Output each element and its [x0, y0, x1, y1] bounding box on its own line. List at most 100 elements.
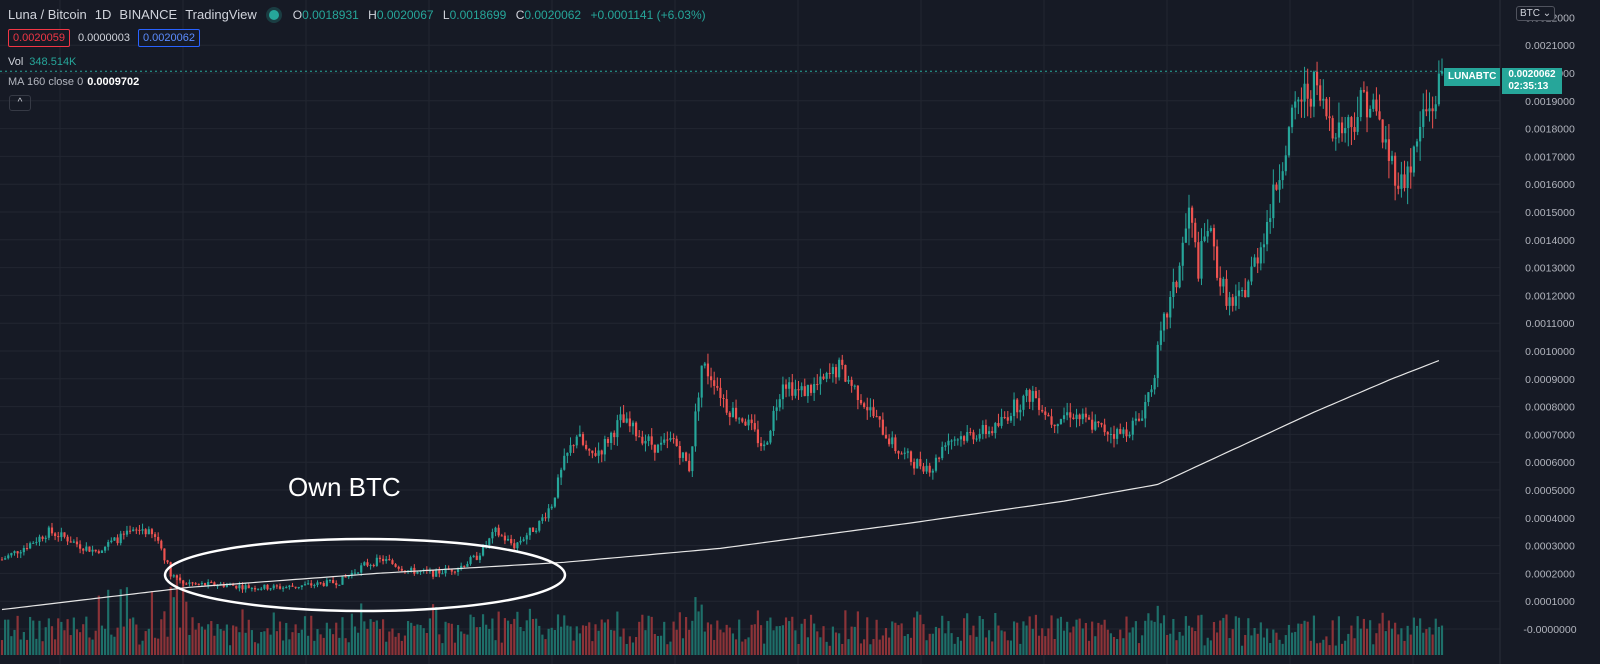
candle-body: [16, 551, 19, 554]
candle-body: [138, 529, 141, 531]
volume-bar: [191, 617, 194, 655]
candle-body: [335, 583, 338, 586]
candle-body: [1119, 429, 1122, 434]
candle-body: [628, 418, 631, 427]
volume-bar: [1031, 628, 1034, 655]
volume-bar: [844, 610, 847, 655]
volume-bar: [328, 628, 332, 655]
volume-bar: [819, 637, 822, 655]
currency-selector-button[interactable]: BTC ⌄: [1516, 6, 1556, 21]
volume-bar: [347, 642, 350, 655]
volume-bar: [260, 631, 263, 655]
ma-label: MA 160 close 0: [8, 76, 84, 88]
candle-body: [553, 497, 556, 507]
candle-body: [1131, 420, 1134, 435]
candle-body: [225, 584, 228, 587]
volume-bar: [1234, 616, 1237, 655]
candle-body: [1290, 107, 1294, 128]
candle-body: [1097, 421, 1100, 424]
chart-grid: [0, 0, 1500, 664]
volume-bar: [166, 636, 169, 655]
volume-bar: [606, 619, 610, 655]
volume-bar: [1066, 621, 1069, 655]
candle-body: [538, 520, 541, 531]
volume-bar: [475, 627, 478, 655]
candle-body: [428, 570, 432, 572]
symbol-name[interactable]: Luna / Bitcoin: [8, 7, 87, 22]
candle-body: [1144, 401, 1147, 419]
volume-bar: [4, 619, 7, 655]
volume-bar: [344, 638, 347, 655]
candle-body: [675, 438, 678, 447]
volume-bar: [66, 619, 69, 655]
volume-bar: [391, 628, 394, 655]
candle-body: [747, 419, 750, 426]
volume-legend[interactable]: Vol 348.514K: [8, 56, 76, 68]
volume-bar: [22, 632, 25, 655]
volume-bar: [1222, 617, 1225, 655]
volume-bar: [1253, 628, 1256, 655]
change-value: +0.0001141 (+6.03%): [590, 7, 706, 22]
volume-bar: [466, 634, 469, 655]
volume-bar: [107, 589, 110, 655]
volume-bar: [972, 625, 975, 655]
candle-body: [897, 451, 900, 454]
volume-bar: [959, 640, 963, 655]
volume-bar: [250, 630, 253, 655]
volume-bar: [1003, 631, 1006, 655]
candle-body: [453, 571, 457, 573]
price-axis-tick: 0.0010000: [1525, 346, 1575, 358]
candle-body: [1387, 139, 1390, 161]
sell-price-button[interactable]: 0.0020059: [8, 29, 70, 47]
volume-bar: [981, 619, 984, 655]
candle-body: [338, 584, 341, 586]
volume-bar: [47, 618, 50, 655]
volume-bar: [1050, 615, 1053, 655]
candle-body: [388, 559, 391, 561]
candle-body: [1281, 171, 1284, 181]
volume-bar: [406, 621, 410, 655]
interval-label[interactable]: 1D: [94, 7, 112, 22]
candle-body: [1244, 290, 1247, 298]
volume-bar: [413, 625, 416, 655]
candle-body: [169, 562, 172, 577]
volume-bar: [875, 619, 878, 655]
volume-bar: [1315, 643, 1319, 655]
volume-bar: [491, 618, 494, 655]
candle-body: [850, 379, 853, 386]
volume-bar: [222, 630, 225, 655]
volume-bar: [1262, 637, 1266, 655]
volume-bar: [653, 633, 656, 655]
volume-bar: [50, 626, 54, 655]
candle-body: [1319, 85, 1322, 101]
buy-price-button[interactable]: 0.0020062: [138, 29, 200, 47]
collapse-legend-button[interactable]: ^: [9, 95, 31, 111]
candle-body: [88, 546, 91, 552]
candle-body: [122, 533, 125, 535]
candle-body: [1112, 434, 1116, 439]
volume-bar: [185, 601, 188, 655]
candle-body: [347, 575, 350, 578]
candle-body: [241, 585, 244, 590]
price-axis-tick: 0.0005000: [1525, 485, 1575, 497]
candle-body: [516, 542, 519, 549]
candle-body: [869, 407, 872, 411]
candle-body: [207, 581, 210, 586]
candle-body: [697, 397, 700, 412]
candle-body: [1203, 236, 1206, 241]
candle-body: [360, 565, 363, 573]
volume-bar: [1097, 622, 1100, 655]
volume-bar: [232, 625, 235, 655]
ma-legend[interactable]: MA 160 close 0 0.0009702: [8, 76, 139, 88]
volume-bar: [400, 640, 403, 655]
candle-body: [925, 465, 928, 472]
candle-body: [931, 470, 934, 473]
candle-body: [100, 550, 104, 553]
candle-body: [391, 560, 394, 565]
candle-body: [257, 588, 260, 590]
volume-bar: [806, 637, 809, 655]
volume-bar: [1009, 640, 1013, 655]
candle-body: [841, 359, 844, 365]
candle-body: [694, 411, 697, 447]
